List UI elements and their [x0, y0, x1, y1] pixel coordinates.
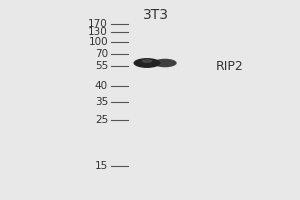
Text: 100: 100 [88, 37, 108, 47]
Text: 3T3: 3T3 [143, 8, 169, 22]
Text: 170: 170 [88, 19, 108, 29]
Text: 35: 35 [95, 97, 108, 107]
Ellipse shape [142, 59, 152, 63]
Text: 55: 55 [95, 61, 108, 71]
Ellipse shape [153, 59, 177, 67]
Text: 25: 25 [95, 115, 108, 125]
Ellipse shape [134, 58, 160, 68]
Text: 40: 40 [95, 81, 108, 91]
Text: 70: 70 [95, 49, 108, 59]
Text: 15: 15 [95, 161, 108, 171]
Text: RIP2: RIP2 [216, 60, 244, 72]
Text: 130: 130 [88, 27, 108, 37]
